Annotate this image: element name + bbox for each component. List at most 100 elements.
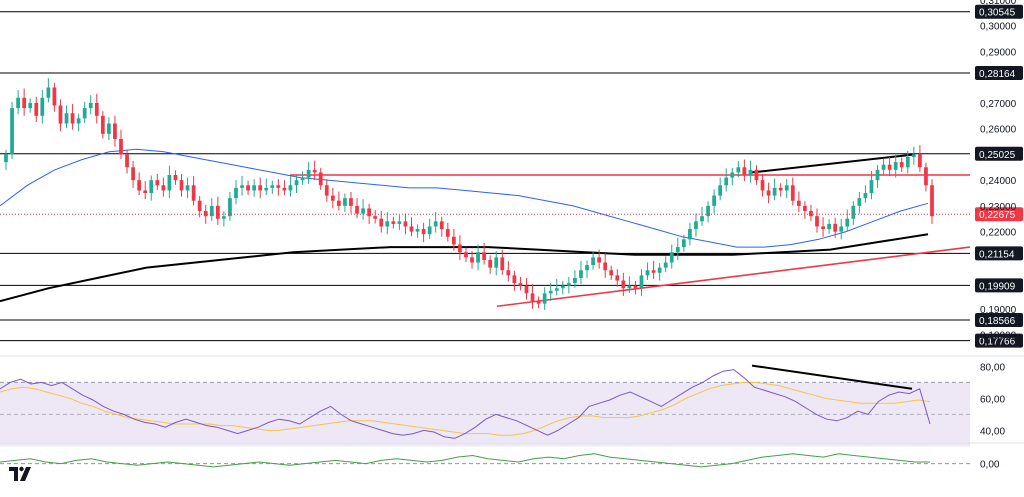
- candle-body: [343, 198, 347, 206]
- candle-body: [591, 257, 595, 266]
- candle-body: [548, 290, 553, 294]
- candle-body: [815, 216, 819, 227]
- current-price-line: 0,22675: [0, 207, 1023, 222]
- candle-body: [252, 185, 257, 191]
- candle-body: [609, 270, 614, 276]
- candle-body: [336, 200, 341, 206]
- horizontal-levels: 0,30545 0,28164 0,25025 0,21154 0,19909 0,185…: [0, 4, 1023, 348]
- candle-body: [131, 167, 135, 181]
- candle-body: [125, 154, 129, 168]
- candle-body: [857, 198, 862, 206]
- candle-body: [113, 123, 117, 139]
- price-tick-label: 0,27000: [980, 99, 1017, 110]
- candle-body: [524, 285, 529, 294]
- price-tick-label: 0,23000: [980, 202, 1017, 213]
- candle-body: [633, 285, 638, 289]
- candle-body: [46, 87, 51, 98]
- candle-body: [554, 288, 559, 291]
- candle-body: [451, 236, 456, 245]
- sma-blue-line: [0, 148, 929, 248]
- candle-body: [64, 113, 69, 124]
- candle-body: [821, 226, 825, 230]
- candle-body: [234, 187, 238, 199]
- candle-body: [899, 162, 904, 168]
- candle-body: [258, 185, 263, 191]
- level-badge-label: 0,28164: [979, 69, 1016, 80]
- candle-body: [403, 221, 408, 227]
- candle-body: [839, 226, 844, 232]
- candle-body: [651, 270, 656, 273]
- candle-body: [361, 208, 365, 214]
- candle-body: [639, 275, 644, 289]
- candle-body: [579, 270, 583, 278]
- current-price-label: 0,22675: [979, 210, 1016, 221]
- cmf-panel: 0,00: [0, 453, 1000, 471]
- candle-body: [300, 177, 305, 181]
- candle-body: [209, 205, 214, 217]
- candle-body: [627, 285, 632, 289]
- candle-body: [706, 205, 710, 217]
- candle-body: [784, 185, 789, 191]
- candle-body: [506, 270, 511, 276]
- candle-body: [718, 185, 723, 196]
- candle-body: [736, 167, 741, 173]
- candle-body: [385, 221, 390, 227]
- candle-body: [16, 97, 20, 109]
- candle-body: [470, 257, 474, 263]
- candle-body: [573, 277, 577, 284]
- candle-body: [809, 211, 813, 217]
- candle-body: [458, 244, 462, 253]
- candle-body: [851, 205, 856, 219]
- candle-body: [530, 293, 535, 302]
- candle-body: [869, 180, 874, 194]
- price-tick-label: 0,19000: [980, 305, 1017, 316]
- candle-body: [893, 162, 898, 170]
- candle-body: [203, 211, 208, 217]
- candle-body: [754, 169, 759, 181]
- upper-trend-line: [751, 153, 916, 174]
- rsi-panel: 80,00 60,00 40,00: [0, 362, 1005, 439]
- level-badge: [975, 146, 1023, 161]
- level-badge-label: 0,30545: [979, 8, 1016, 19]
- candle-body: [645, 270, 650, 276]
- candle-body: [905, 156, 910, 168]
- candle-body: [536, 301, 541, 304]
- candle-body: [887, 164, 892, 170]
- level-badge-label: 0,19909: [979, 281, 1016, 292]
- candle-body: [494, 257, 499, 268]
- candle-body: [742, 167, 747, 175]
- candle-body: [875, 169, 880, 181]
- price-tick-label: 0,24000: [980, 176, 1017, 187]
- candle-body: [88, 102, 93, 109]
- candle-body: [76, 118, 81, 124]
- cmf-line: [0, 453, 930, 468]
- candle-body: [52, 87, 57, 106]
- candle-body: [585, 265, 589, 271]
- candle-body: [542, 293, 547, 304]
- candle-body: [924, 167, 928, 186]
- candle-body: [324, 185, 329, 196]
- candle-body: [560, 285, 565, 289]
- candle-body: [863, 193, 868, 199]
- candle-body: [518, 283, 523, 286]
- candle-body: [615, 275, 620, 281]
- price-tick-label: 0,31000: [980, 0, 1017, 7]
- price-axis[interactable]: 0,31000 0,30000 0,29000 0,27000 0,26000 0,240…: [980, 0, 1017, 342]
- candle-body: [70, 113, 75, 124]
- candle-body: [119, 138, 123, 155]
- candle-body: [155, 180, 160, 186]
- candle-body: [512, 275, 517, 284]
- candle-body: [107, 123, 111, 134]
- candle-body: [760, 180, 765, 191]
- level-badge: [975, 246, 1023, 261]
- candle-body: [669, 252, 674, 263]
- level-badge-label: 0,18566: [979, 316, 1016, 327]
- candle-body: [766, 190, 771, 196]
- candle-body: [228, 198, 232, 217]
- candle-body: [143, 190, 148, 194]
- level-badge-label: 0,17766: [979, 337, 1016, 348]
- candle-body: [185, 185, 190, 191]
- candle-body: [421, 229, 426, 235]
- cmf-tick-label: 0,00: [980, 460, 1000, 471]
